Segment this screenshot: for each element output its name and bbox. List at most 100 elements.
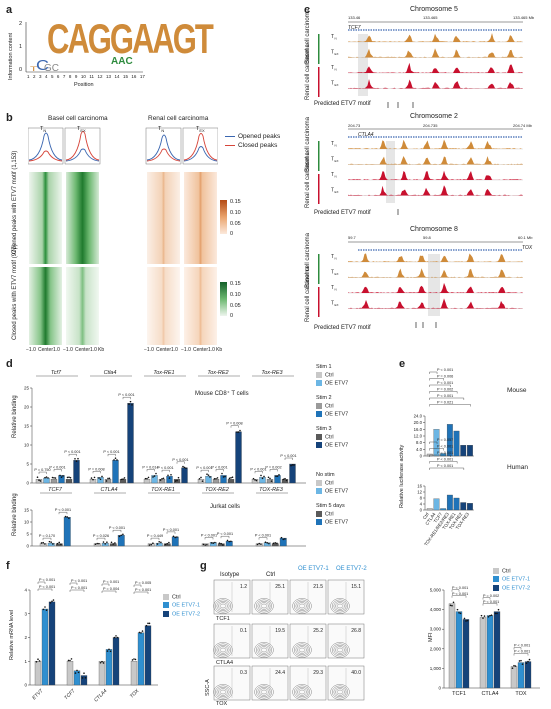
contour bbox=[218, 602, 228, 610]
bar bbox=[266, 479, 274, 484]
data-point bbox=[177, 476, 180, 479]
data-point bbox=[116, 459, 118, 461]
track-label-sub: N bbox=[335, 37, 337, 41]
p-value: P = 0.008 bbox=[226, 422, 242, 426]
data-point bbox=[183, 466, 186, 469]
track-label: T bbox=[331, 270, 334, 276]
track-label: T bbox=[331, 81, 334, 87]
gate-percent: 29.3 bbox=[313, 670, 323, 676]
data-point bbox=[108, 477, 111, 480]
track-label: T bbox=[331, 50, 334, 56]
data-point bbox=[77, 457, 79, 460]
ytick: 2 bbox=[19, 21, 23, 27]
sig-bracket bbox=[513, 653, 529, 656]
data-point bbox=[182, 465, 184, 468]
y-tick-label: 5 bbox=[26, 532, 29, 537]
bar bbox=[155, 542, 163, 547]
contour bbox=[254, 684, 274, 700]
accessibility-track bbox=[348, 33, 523, 42]
p-value: P < 0.001 bbox=[437, 368, 453, 372]
data-point bbox=[161, 477, 163, 480]
ytick: 0 bbox=[19, 67, 23, 73]
mfi-bar bbox=[524, 661, 532, 689]
group-label: Ctla4 bbox=[104, 370, 117, 376]
data-point bbox=[496, 612, 498, 615]
sig-bracket bbox=[58, 512, 68, 515]
data-point bbox=[176, 479, 178, 482]
data-point bbox=[206, 473, 208, 475]
data-point bbox=[108, 648, 110, 651]
data-point bbox=[220, 542, 222, 545]
bar bbox=[41, 608, 49, 686]
data-point bbox=[221, 472, 223, 475]
accessibility-track bbox=[348, 170, 523, 180]
data-point bbox=[110, 541, 113, 544]
gate-percent: 25.2 bbox=[313, 628, 323, 634]
data-point bbox=[275, 475, 277, 478]
contour bbox=[294, 599, 310, 613]
data-point bbox=[56, 542, 59, 545]
data-point bbox=[38, 660, 41, 662]
track-label: T bbox=[331, 65, 334, 71]
data-point bbox=[236, 431, 238, 433]
sig-bracket bbox=[429, 441, 438, 444]
group-bar-bcc bbox=[318, 254, 320, 284]
bar bbox=[144, 625, 152, 686]
colorbar-orange bbox=[220, 200, 227, 234]
gate-percent: 0.1 bbox=[240, 628, 247, 634]
sig-bracket bbox=[69, 589, 85, 592]
contour bbox=[219, 647, 227, 653]
data-point bbox=[256, 543, 259, 546]
contour bbox=[257, 601, 271, 611]
x-category: CTLA4 bbox=[93, 688, 108, 703]
data-point bbox=[285, 479, 288, 482]
y-tick-label: 1 bbox=[24, 659, 27, 664]
data-point bbox=[254, 479, 256, 481]
data-point bbox=[52, 599, 55, 601]
sig-bracket bbox=[107, 454, 116, 457]
data-point bbox=[201, 480, 204, 482]
mouse-bar bbox=[433, 429, 440, 457]
y-tick-label: 4 bbox=[24, 588, 27, 593]
data-point bbox=[228, 540, 230, 543]
data-point bbox=[106, 541, 108, 543]
sig-bracket bbox=[42, 537, 52, 541]
mouse-bar bbox=[453, 430, 460, 457]
data-point bbox=[113, 459, 115, 461]
heatmap-bcc-tex-closed bbox=[66, 267, 99, 345]
data-point bbox=[122, 533, 124, 536]
data-point bbox=[66, 476, 69, 479]
bar bbox=[220, 475, 227, 484]
contour bbox=[333, 645, 347, 655]
p-value: P < 0.001 bbox=[483, 600, 499, 604]
p-value: P < 0.001 bbox=[514, 650, 530, 654]
data-point bbox=[38, 479, 40, 482]
data-point bbox=[53, 477, 55, 479]
bar bbox=[63, 517, 71, 547]
panel-label-c: c bbox=[304, 4, 311, 16]
data-point bbox=[284, 538, 286, 540]
contour bbox=[297, 646, 307, 654]
accessibility-track bbox=[348, 155, 523, 165]
data-point bbox=[107, 477, 109, 480]
profile-plots bbox=[28, 127, 218, 165]
data-point bbox=[172, 535, 175, 538]
p-value: P < 0.001 bbox=[118, 393, 134, 397]
sig-bracket bbox=[254, 471, 263, 474]
data-point bbox=[122, 478, 124, 480]
panel-c: c T N T EX T N T EX T N T EX T N T EX T N T EX T N T EX Chromos… bbox=[298, 0, 551, 340]
data-point bbox=[69, 476, 72, 479]
p-value: P < 0.001 bbox=[211, 465, 227, 469]
y-tick-label: 5 bbox=[26, 462, 29, 467]
sig-bracket bbox=[429, 404, 471, 407]
profile-legend: Opened peaks Closed peaks bbox=[225, 132, 280, 151]
sig-bracket bbox=[230, 425, 239, 428]
svg-text:C: C bbox=[36, 58, 49, 74]
contour bbox=[213, 598, 233, 614]
data-point bbox=[276, 542, 278, 545]
data-point bbox=[102, 541, 105, 543]
group-label: TOX-RE1 bbox=[151, 487, 175, 493]
group-label: TCF7 bbox=[48, 487, 63, 493]
data-point bbox=[239, 429, 241, 432]
data-point bbox=[452, 601, 455, 604]
